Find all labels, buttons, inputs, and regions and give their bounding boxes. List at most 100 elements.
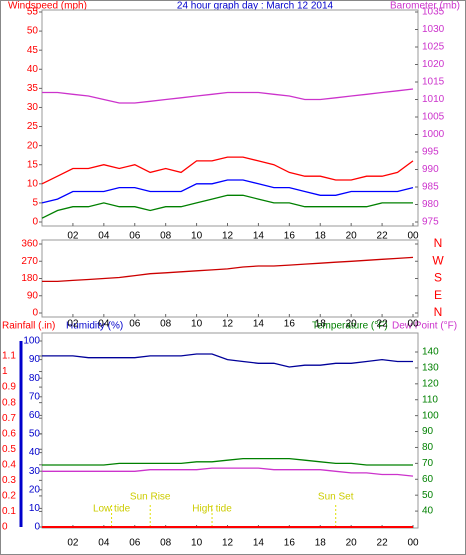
- y-tick-label: 5: [32, 198, 38, 209]
- y-tick-label: 1.1: [2, 351, 16, 362]
- series-line: [42, 256, 414, 283]
- x-tick-label: 18: [315, 231, 327, 242]
- x-tick-label: 04: [98, 538, 110, 549]
- y-tick-label: 0.6: [2, 428, 16, 439]
- y-tick-label: 10: [29, 503, 41, 514]
- y-tick-label: 1015: [422, 77, 445, 88]
- rain-axis-label: Rainfall (.in): [2, 321, 55, 332]
- y-tick-label: E: [434, 288, 442, 302]
- x-tick-label: 02: [67, 319, 79, 330]
- y-tick-label: N: [434, 305, 443, 319]
- y-tick-label: 70: [29, 391, 41, 402]
- dew-axis-label: Dew Point (°F): [392, 321, 457, 332]
- x-tick-label: 00: [407, 231, 419, 242]
- series-line: [41, 156, 414, 185]
- y-tick-label: 50: [422, 490, 434, 501]
- y2-axis-label: Barometer (mb): [390, 1, 460, 12]
- y-tick-label: 1020: [422, 59, 445, 70]
- x-tick-label: 16: [284, 319, 296, 330]
- y-tick-label: 25: [27, 121, 39, 132]
- y-tick-label: 1: [2, 366, 8, 377]
- x-tick-label: 04: [98, 231, 110, 242]
- x-tick-label: 20: [346, 538, 358, 549]
- y-tick-label: 1025: [422, 42, 445, 53]
- y-tick-label: 90: [29, 354, 41, 365]
- x-tick-label: 00: [407, 538, 419, 549]
- y-axis-label: Humidity (%): [66, 321, 123, 332]
- x-tick-label: 14: [253, 231, 265, 242]
- y-tick-label: 975: [422, 217, 439, 228]
- x-tick-label: 14: [253, 538, 265, 549]
- y-tick-label: 80: [422, 442, 434, 453]
- y-tick-label: 50: [27, 26, 39, 37]
- series-line: [42, 457, 413, 466]
- y-tick-label: 20: [27, 140, 39, 151]
- y-tick-label: 0: [32, 308, 38, 319]
- x-tick-label: 12: [222, 538, 234, 549]
- y-tick-label: 1000: [422, 129, 445, 140]
- y-tick-label: 40: [29, 447, 41, 458]
- x-tick-label: 18: [315, 538, 327, 549]
- y-tick-label: 0.8: [2, 397, 16, 408]
- y-tick-label: 55: [27, 7, 39, 18]
- y-tick-label: 100: [23, 336, 40, 347]
- y-tick-label: 0.9: [2, 382, 16, 393]
- y-tick-label: 15: [27, 159, 39, 170]
- y-tick-label: 40: [27, 64, 39, 75]
- series-line: [41, 194, 413, 219]
- annotation: Sun Set: [318, 492, 354, 503]
- x-tick-label: 12: [222, 319, 234, 330]
- y-tick-label: 0.7: [2, 413, 16, 424]
- x-tick-label: 14: [253, 319, 265, 330]
- x-tick-label: 20: [346, 319, 358, 330]
- y-axis-label: Windspeed (mph): [8, 1, 87, 12]
- x-tick-label: 02: [67, 538, 79, 549]
- y-tick-label: 360: [21, 239, 38, 250]
- series-line: [42, 467, 414, 477]
- y-tick-label: 985: [422, 182, 439, 193]
- x-tick-label: 00: [407, 319, 419, 330]
- y-tick-label: 0.5: [2, 444, 16, 455]
- y-tick-label: 995: [422, 147, 439, 158]
- y-tick-label: 120: [422, 378, 439, 389]
- plot-area: [41, 9, 419, 227]
- y-tick-label: 980: [422, 199, 439, 210]
- y-tick-label: 140: [422, 347, 439, 358]
- x-tick-label: 08: [160, 231, 172, 242]
- y-tick-label: 100: [422, 410, 439, 421]
- y-tick-label: 70: [422, 458, 434, 469]
- x-tick-label: 10: [191, 319, 203, 330]
- series-line: [42, 353, 413, 368]
- series-line: [42, 88, 414, 104]
- y-tick-label: 1030: [422, 24, 445, 35]
- y-tick-label: 990: [422, 164, 439, 175]
- y-tick-label: 0.4: [2, 459, 16, 470]
- y-tick-label: S: [434, 271, 442, 285]
- y-tick-label: 30: [27, 102, 39, 113]
- y-tick-label: 270: [21, 256, 38, 267]
- y-tick-label: 45: [27, 45, 39, 56]
- x-tick-label: 18: [315, 319, 327, 330]
- x-tick-label: 22: [377, 538, 389, 549]
- y-tick-label: N: [434, 236, 443, 250]
- y-tick-label: W: [432, 253, 444, 267]
- x-tick-label: 04: [98, 319, 110, 330]
- y2-axis-label: Temperature (°F): [312, 321, 388, 332]
- y-tick-label: 0.1: [2, 506, 16, 517]
- x-tick-label: 12: [222, 231, 234, 242]
- y-tick-label: 0.3: [2, 475, 16, 486]
- series-line: [41, 179, 414, 204]
- x-tick-label: 02: [67, 231, 79, 242]
- y-tick-label: 20: [29, 484, 41, 495]
- y-tick-label: 1035: [422, 7, 445, 18]
- annotation: Low tide: [93, 504, 131, 515]
- y-tick-label: 110: [422, 394, 438, 405]
- annotation: Sun Rise: [130, 492, 171, 503]
- y-tick-label: 1010: [422, 94, 445, 105]
- y-tick-label: 0: [2, 522, 8, 533]
- y-tick-label: 130: [422, 363, 439, 374]
- annotation: High tide: [192, 504, 232, 515]
- x-tick-label: 22: [377, 231, 389, 242]
- y-tick-label: 180: [21, 273, 38, 284]
